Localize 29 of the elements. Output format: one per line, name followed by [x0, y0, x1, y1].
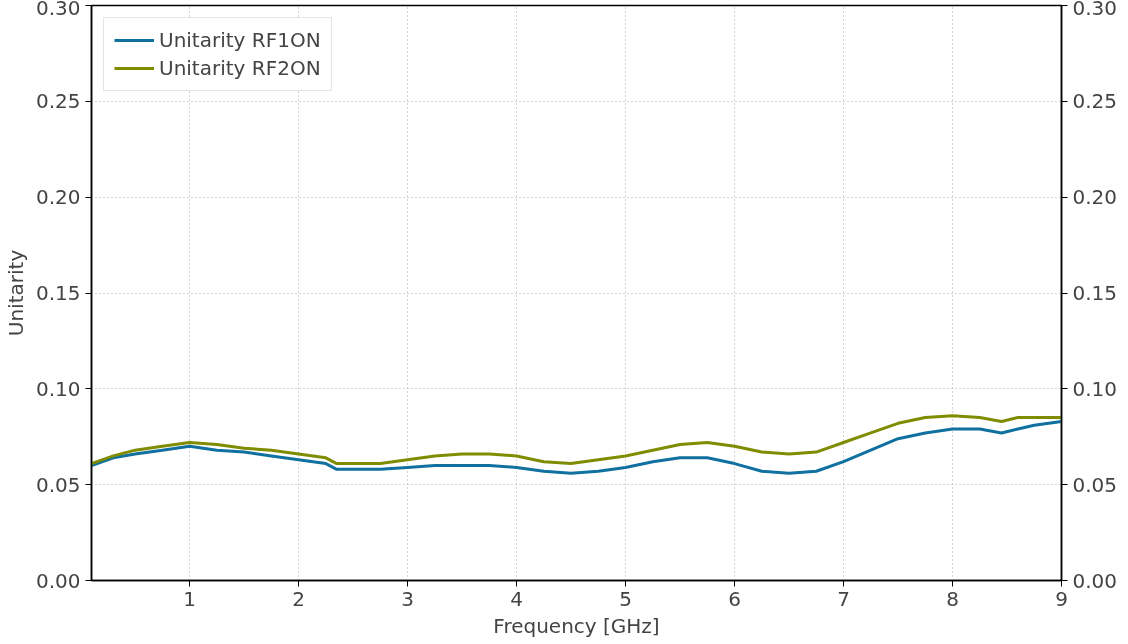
- x-tick-label: 3: [401, 586, 414, 611]
- y-tick-label: 0.20: [35, 185, 81, 210]
- y-tick-label: 0.05: [35, 472, 81, 497]
- y-tick-label: 0.25: [35, 89, 81, 114]
- y2-tick-label: 0.15: [1072, 281, 1118, 305]
- y2-tick-label: 0.10: [1072, 376, 1118, 401]
- y2-tick-label: 0.20: [1072, 185, 1118, 210]
- x-tick-label: 1: [183, 586, 196, 611]
- x-tick-label: 5: [619, 586, 632, 611]
- x-tick-label: 2: [292, 586, 305, 611]
- y2-tick-label: 0.00: [1072, 568, 1118, 593]
- x-tick-label: 7: [837, 586, 850, 611]
- x-tick-label: 9: [1055, 586, 1068, 611]
- x-tick-label: 8: [946, 586, 959, 611]
- y-tick-label: 0.30: [35, 0, 81, 20]
- legend-label: Unitarity RF2ON: [159, 56, 321, 80]
- y-tick-label: 0.15: [35, 281, 81, 305]
- y2-tick-label: 0.05: [1072, 472, 1118, 497]
- y-axis-title: Unitarity: [3, 249, 28, 337]
- y-tick-label: 0.10: [35, 376, 81, 401]
- y2-tick-label: 0.30: [1072, 0, 1118, 20]
- x-axis-title: Frequency [GHz]: [493, 613, 660, 638]
- y-tick-label: 0.00: [35, 568, 81, 593]
- line-series: [91, 414, 1062, 466]
- x-tick-label: 6: [728, 586, 741, 611]
- x-tick-label: 4: [510, 586, 523, 611]
- legend-label: Unitarity RF1ON: [159, 28, 321, 52]
- line-series: [91, 419, 1062, 475]
- y2-tick-label: 0.25: [1072, 89, 1118, 114]
